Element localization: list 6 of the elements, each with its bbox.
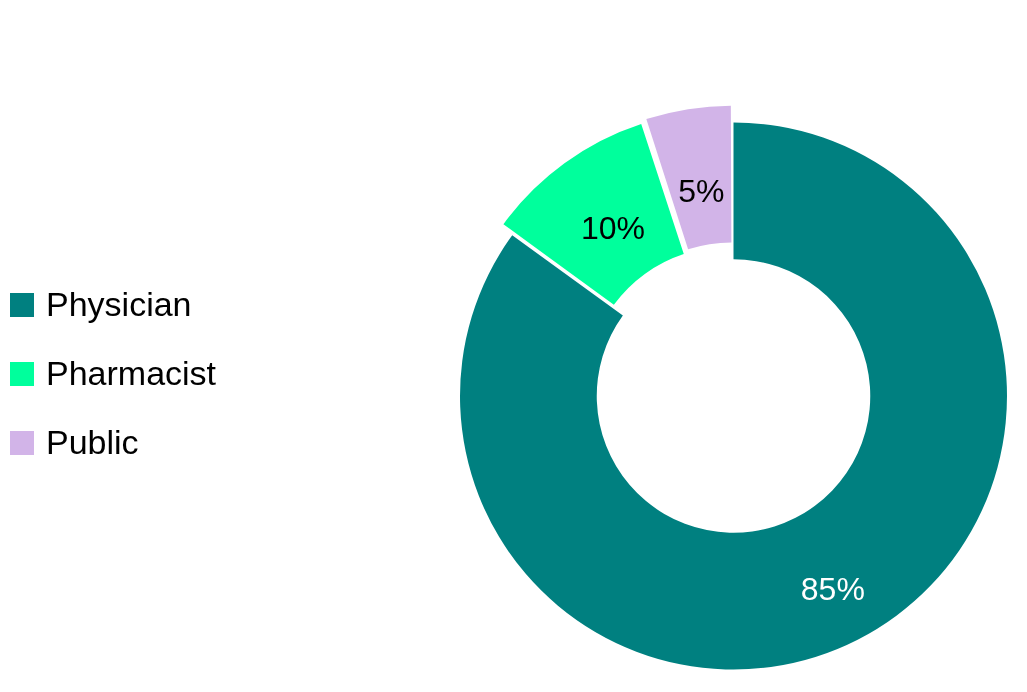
data-label: 85% <box>800 570 865 607</box>
legend-label: Physician <box>46 285 192 324</box>
legend-label: Public <box>46 423 139 462</box>
legend-label: Pharmacist <box>46 354 217 393</box>
data-label: 5% <box>678 173 725 210</box>
data-label: 10% <box>580 209 645 246</box>
